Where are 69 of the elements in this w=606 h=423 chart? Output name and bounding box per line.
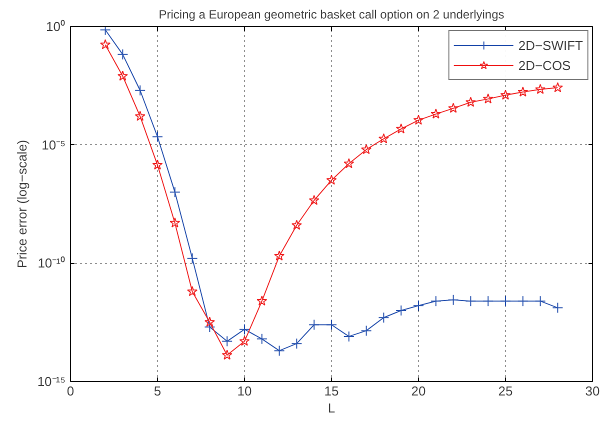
point bbox=[152, 160, 163, 170]
point bbox=[256, 333, 268, 344]
point bbox=[482, 296, 494, 307]
point bbox=[256, 296, 268, 306]
point bbox=[326, 319, 337, 330]
x-tick-label: 0 bbox=[66, 384, 74, 398]
point bbox=[326, 174, 337, 185]
point bbox=[448, 102, 459, 113]
point bbox=[378, 312, 390, 324]
point bbox=[396, 123, 406, 134]
point bbox=[482, 93, 494, 104]
y-tick-label: 10⁻⁵ bbox=[42, 137, 66, 152]
point bbox=[117, 70, 128, 81]
point bbox=[500, 90, 511, 100]
point bbox=[552, 302, 564, 314]
point bbox=[448, 294, 459, 306]
point bbox=[117, 48, 128, 60]
point bbox=[534, 296, 546, 307]
point bbox=[204, 316, 215, 327]
x-tick-label: 20 bbox=[411, 384, 426, 398]
y-axis-title: Price error (log−scale) bbox=[14, 140, 30, 268]
x-tick-label: 5 bbox=[154, 384, 162, 398]
x-tick-label: 30 bbox=[585, 384, 600, 398]
x-tick-label: 15 bbox=[324, 384, 339, 398]
x-tick-label: 10 bbox=[237, 384, 252, 398]
legend-label: 2D−SWIFT bbox=[518, 38, 583, 52]
point bbox=[274, 345, 285, 356]
point bbox=[517, 296, 528, 307]
point bbox=[413, 300, 424, 312]
y-tick-label: 10⁰ bbox=[46, 19, 66, 34]
point bbox=[239, 336, 250, 346]
point bbox=[465, 96, 476, 107]
point bbox=[291, 220, 302, 230]
y-tick-label: 10⁻¹⁰ bbox=[38, 256, 66, 271]
y-tick-label: 10⁻¹⁵ bbox=[37, 374, 66, 389]
point bbox=[378, 133, 389, 144]
legend-label: 2D−COS bbox=[518, 58, 571, 72]
point bbox=[274, 250, 285, 261]
point bbox=[169, 186, 180, 198]
point bbox=[361, 144, 372, 154]
x-tick-label: 25 bbox=[498, 384, 513, 398]
point bbox=[465, 296, 476, 307]
point bbox=[413, 114, 424, 125]
point bbox=[152, 131, 163, 142]
point bbox=[187, 286, 198, 296]
point bbox=[308, 194, 320, 205]
point bbox=[100, 39, 111, 50]
point bbox=[343, 330, 354, 342]
point bbox=[291, 338, 302, 350]
point bbox=[430, 296, 442, 307]
point bbox=[396, 305, 407, 316]
point bbox=[134, 84, 146, 96]
point bbox=[360, 325, 372, 336]
point bbox=[518, 86, 528, 97]
point bbox=[134, 110, 146, 121]
chart-title: Pricing a European geometric basket call option on 2 underlyings bbox=[158, 8, 504, 22]
point bbox=[222, 336, 233, 347]
point bbox=[535, 84, 546, 94]
x-axis-title: L bbox=[328, 400, 336, 416]
point bbox=[239, 324, 250, 335]
point bbox=[186, 252, 198, 264]
point bbox=[308, 319, 320, 330]
point bbox=[500, 296, 511, 307]
point bbox=[204, 322, 216, 333]
point bbox=[344, 158, 354, 168]
point bbox=[170, 217, 180, 228]
point bbox=[430, 108, 442, 119]
point bbox=[222, 350, 232, 360]
point bbox=[552, 82, 563, 92]
